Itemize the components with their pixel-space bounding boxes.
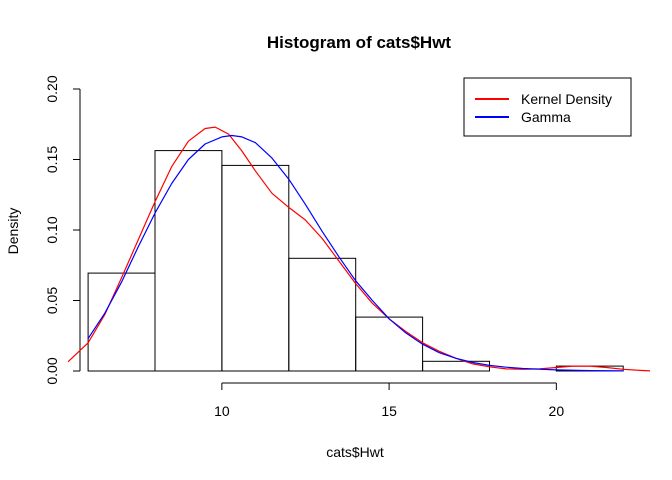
y-axis-label: Density <box>5 208 21 255</box>
density-curves <box>67 126 651 372</box>
histogram-bar-3 <box>288 257 357 372</box>
x-axis: 10 15 20 <box>214 382 565 419</box>
legend-box <box>463 77 632 137</box>
series-line-gamma <box>87 134 624 372</box>
y-tick-label-0: 0.00 <box>44 357 60 384</box>
x-tick-label-1: 15 <box>381 403 397 419</box>
legend-label-gamma: Gamma <box>521 109 571 125</box>
y-tick-label-3: 0.15 <box>44 146 60 173</box>
histogram-bars <box>87 150 624 372</box>
x-tick-label-2: 20 <box>549 403 565 419</box>
y-tick-label-4: 0.20 <box>44 75 60 102</box>
y-tick-label-2: 0.10 <box>44 216 60 243</box>
histogram-bar-5 <box>422 360 491 372</box>
legend-label-kernel-density: Kernel Density <box>521 91 612 107</box>
legend: Kernel Density Gamma <box>463 77 632 137</box>
x-tick-label-0: 10 <box>214 403 230 419</box>
y-tick-label-1: 0.05 <box>44 287 60 314</box>
y-axis: 0.00 0.05 0.10 0.15 0.20 <box>44 75 81 385</box>
series-line-kernel-density <box>67 126 651 372</box>
chart-title: Histogram of cats$Hwt <box>267 33 452 52</box>
x-axis-label: cats$Hwt <box>326 444 384 460</box>
